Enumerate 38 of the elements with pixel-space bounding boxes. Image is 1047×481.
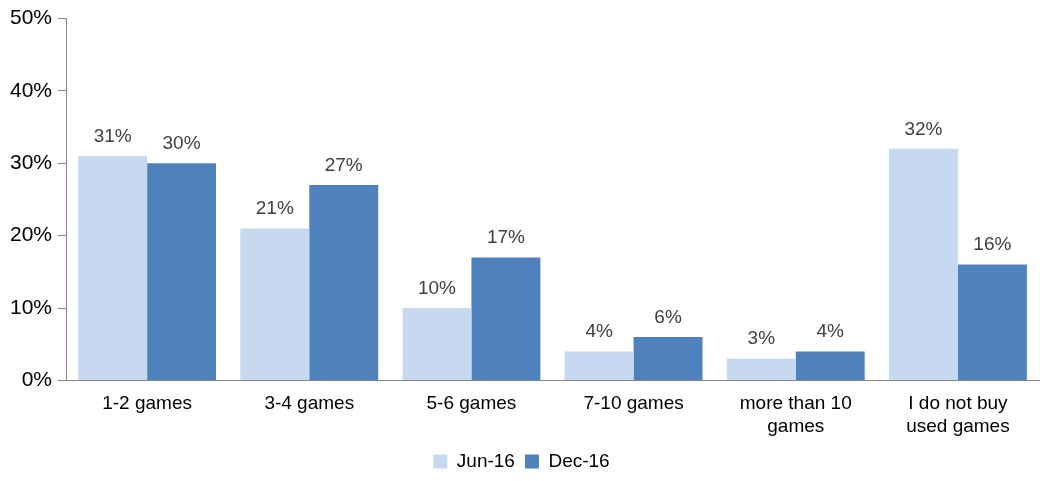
x-tick-label: 1-2 games <box>102 392 192 414</box>
bar <box>726 358 796 380</box>
x-tick-label: 7-10 games <box>583 392 684 414</box>
bar <box>78 156 148 380</box>
y-tick-label: 10% <box>10 294 53 318</box>
y-tick-label: 50% <box>10 5 53 29</box>
bar <box>957 264 1027 380</box>
y-tick-label: 0% <box>21 367 53 391</box>
data-label: 4% <box>816 320 845 342</box>
data-label: 6% <box>654 305 682 327</box>
bar <box>147 163 217 380</box>
data-label: 3% <box>747 327 776 349</box>
bar <box>889 148 958 380</box>
legend-label: Jun-16 <box>456 449 515 471</box>
bar <box>240 228 310 380</box>
bar <box>471 257 541 380</box>
data-label: 17% <box>486 226 526 248</box>
bar <box>402 308 472 380</box>
bar <box>633 336 703 380</box>
x-tick-label: more than 10 games <box>739 392 852 436</box>
bar <box>309 185 379 380</box>
bar <box>795 351 865 380</box>
data-label: 16% <box>973 233 1012 255</box>
data-label: 32% <box>904 117 943 139</box>
y-tick-label: 40% <box>10 77 53 101</box>
data-label: 31% <box>93 124 132 146</box>
y-tick-label: 20% <box>10 222 53 246</box>
data-label: 30% <box>162 132 201 154</box>
x-tick-label: 3-4 games <box>264 392 355 414</box>
y-tick-label: 30% <box>10 150 53 174</box>
legend-label: Dec-16 <box>548 449 610 471</box>
data-label: 4% <box>585 320 613 342</box>
data-label: 21% <box>255 197 294 219</box>
data-label: 10% <box>417 276 457 298</box>
data-label: 27% <box>324 153 363 175</box>
x-tick-label: 5-6 games <box>426 392 517 414</box>
x-tick-label: I do not buy used games <box>906 392 1010 436</box>
bar <box>564 351 634 380</box>
